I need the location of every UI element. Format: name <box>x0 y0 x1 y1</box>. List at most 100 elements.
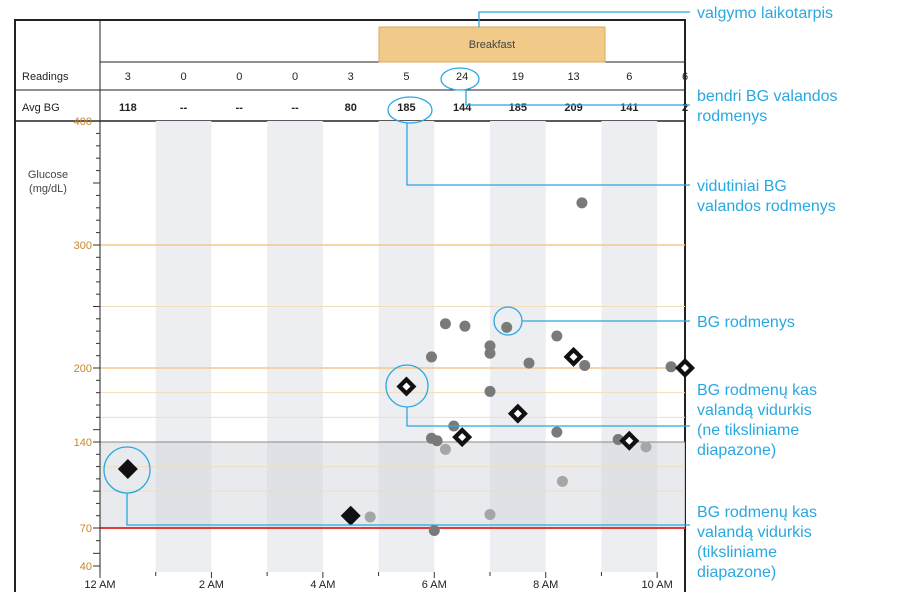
annotation-meal-period: valgymo laikotarpis <box>697 5 833 22</box>
callout-avg-out-line <box>406 407 690 427</box>
hourly-average-hollow-center <box>681 364 689 372</box>
x-axis: 12 AM 2 AM 4 AM 6 AM 8 AM 10 AM <box>84 572 673 591</box>
hourly-average-hollow-center <box>513 409 522 418</box>
y-tick-label: 40 <box>80 561 92 573</box>
readings-count: 3 <box>125 71 131 83</box>
x-tick-label: 2 AM <box>199 579 224 591</box>
callout-meal-line <box>478 11 690 27</box>
annotation-bg-readings: BG rodmenys <box>697 314 795 331</box>
y-tick-label: 300 <box>74 240 92 252</box>
readings-count: 5 <box>403 71 409 83</box>
avg-bg-value: 80 <box>345 102 357 114</box>
avg-bg-value: 118 <box>119 102 137 114</box>
avg-bg-value: 209 <box>564 102 582 114</box>
readings-count: 3 <box>348 71 354 83</box>
callout-avg-readings-circle <box>387 96 433 124</box>
annotation-avg-out-2: valandą vidurkis <box>697 402 812 419</box>
avg-bg-value: 185 <box>509 102 527 114</box>
callout-total-readings-line <box>465 90 690 106</box>
readings-count: 19 <box>512 71 524 83</box>
header-values: 3 0 0 0 3 5 24 19 13 6 6 118 -- -- -- 80 185 144 185 209 141… <box>119 71 688 114</box>
bg-reading-point <box>523 357 535 369</box>
readings-count: 0 <box>181 71 187 83</box>
target-band-shaded-column <box>155 442 212 528</box>
bg-reading-point <box>484 385 496 397</box>
readings-count: 13 <box>567 71 579 83</box>
avg-bg-value: 185 <box>397 102 415 114</box>
readings-count: 0 <box>236 71 242 83</box>
gridlines <box>100 244 685 529</box>
bg-reading-point <box>501 321 513 333</box>
annotation-avg-in-4: diapazone) <box>697 564 776 581</box>
callout-avg-readings-line <box>406 123 690 186</box>
annotation-avg-out-1: BG rodmenų kas <box>697 382 817 399</box>
y-tick-label: 200 <box>74 363 92 375</box>
bg-readings <box>364 197 677 537</box>
bg-reading-point <box>364 511 376 523</box>
annotation-avg-in-1: BG rodmenų kas <box>697 504 817 521</box>
bg-reading-point <box>426 351 437 363</box>
readings-row-label: Readings <box>22 71 69 83</box>
hourly-averages <box>117 346 695 526</box>
y-tick-label: 400 <box>74 116 92 128</box>
target-band-shaded-column <box>378 442 435 528</box>
hourly-average-hollow-center <box>458 433 467 442</box>
chart-frame <box>14 19 686 592</box>
meal-period-label: Breakfast <box>469 39 515 51</box>
meal-period-band <box>378 26 606 63</box>
hourly-average-in-target <box>340 505 361 526</box>
readings-count: 24 <box>456 71 468 83</box>
bg-reading-point <box>439 443 451 455</box>
bg-reading-point <box>439 318 451 330</box>
x-tick-label: 8 AM <box>533 579 558 591</box>
hourly-average-in-target <box>117 459 138 480</box>
bg-reading-point <box>428 525 440 537</box>
y-tick-label: 70 <box>80 523 92 535</box>
x-tick-label: 12 AM <box>84 579 115 591</box>
annotation-avg-in-2: valandą vidurkis <box>697 524 812 541</box>
hourly-average-hollow-center <box>402 382 411 391</box>
avg-row-label: Avg BG <box>22 102 60 114</box>
annotation-avg-readings-2: valandos rodmenys <box>697 198 836 215</box>
y-axis: 40 70 140 200 300 400 <box>74 116 101 573</box>
avg-bg-value: 144 <box>453 102 472 114</box>
callout-avg-in-line <box>126 493 690 526</box>
target-band-shaded-column <box>601 442 658 528</box>
bg-reading-point <box>665 361 677 373</box>
bg-reading-point <box>556 475 568 487</box>
target-band-shaded-column <box>490 442 546 528</box>
annotation-avg-readings-1: vidutiniai BG <box>697 178 787 195</box>
avg-bg-value: 2 <box>682 102 688 114</box>
bg-reading-point <box>484 347 496 359</box>
avg-bg-value: -- <box>236 102 244 114</box>
annotation-avg-in-3: (tiksliniame <box>697 544 777 561</box>
hourly-average-hollow-center <box>625 436 634 445</box>
bg-reading-point <box>431 435 443 447</box>
annotation-total-readings-2: rodmenys <box>697 108 767 125</box>
bg-reading-point <box>551 330 563 342</box>
avg-bg-value: 141 <box>620 102 638 114</box>
bg-reading-point <box>640 441 652 453</box>
bg-reading-point <box>484 508 496 520</box>
x-tick-label: 4 AM <box>310 579 335 591</box>
readings-count: 6 <box>626 71 632 83</box>
readings-count: 6 <box>682 71 688 83</box>
avg-bg-value: -- <box>291 102 299 114</box>
x-tick-label: 6 AM <box>422 579 447 591</box>
annotation-total-readings-1: bendri BG valandos <box>697 88 838 105</box>
annotation-callouts <box>103 11 690 526</box>
bg-reading-point <box>551 426 563 438</box>
readings-count: 0 <box>292 71 298 83</box>
target-band-shaded-column <box>267 442 323 528</box>
y-axis-label-line1: Glucose <box>28 169 68 181</box>
y-tick-label: 140 <box>74 437 92 449</box>
avg-bg-value: -- <box>180 102 188 114</box>
bg-reading-point <box>459 320 471 332</box>
bg-reading-point <box>579 360 591 372</box>
x-tick-label: 10 AM <box>642 579 673 591</box>
hourly-average-hollow-center <box>569 352 578 361</box>
annotation-avg-out-4: diapazone) <box>697 442 776 459</box>
callout-total-readings-circle <box>440 67 480 91</box>
plot-background <box>100 121 685 572</box>
